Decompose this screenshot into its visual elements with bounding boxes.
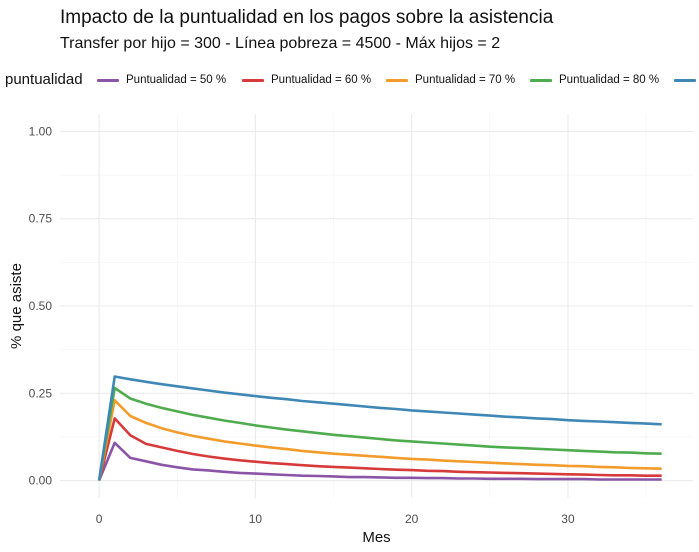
x-tick-label: 0 [96,512,103,526]
legend: puntualidad Puntualidad = 50 % Puntualid… [5,71,699,91]
series-line-3 [97,398,662,481]
chart-title: Impacto de la puntualidad en los pagos s… [60,7,554,28]
x-axis-title: Mes [362,529,390,546]
legend-key-70 [386,79,408,82]
y-tick-label: 0.00 [29,474,53,488]
legend-key-60 [242,79,264,82]
legend-label-80: Puntualidad = 80 % [559,74,660,86]
x-tick-label: 10 [249,512,263,526]
y-tick-label: 1.00 [29,124,53,138]
y-tick-label: 0.50 [29,299,53,313]
series-line-1 [97,441,662,481]
y-tick-label: 0.75 [29,212,53,226]
y-axis-title: % que asiste [8,263,25,349]
legend-label-60: Puntualidad = 60 % [271,74,372,86]
series-line-5 [97,375,662,481]
legend-key-50 [97,79,119,82]
legend-label-50: Puntualidad = 50 % [126,74,227,86]
y-tick-label: 0.25 [29,386,53,400]
chart-subtitle: Transfer por hijo = 300 - Línea pobreza … [60,35,501,52]
series-line-2 [97,417,662,481]
x-tick-label: 20 [405,512,419,526]
legend-key-80 [530,79,552,82]
legend-label-70: Puntualidad = 70 % [415,74,516,86]
x-tick-label: 30 [561,512,575,526]
legend-title: puntualidad [5,71,83,88]
series-line-4 [97,386,662,481]
legend-key-90 [674,79,696,82]
